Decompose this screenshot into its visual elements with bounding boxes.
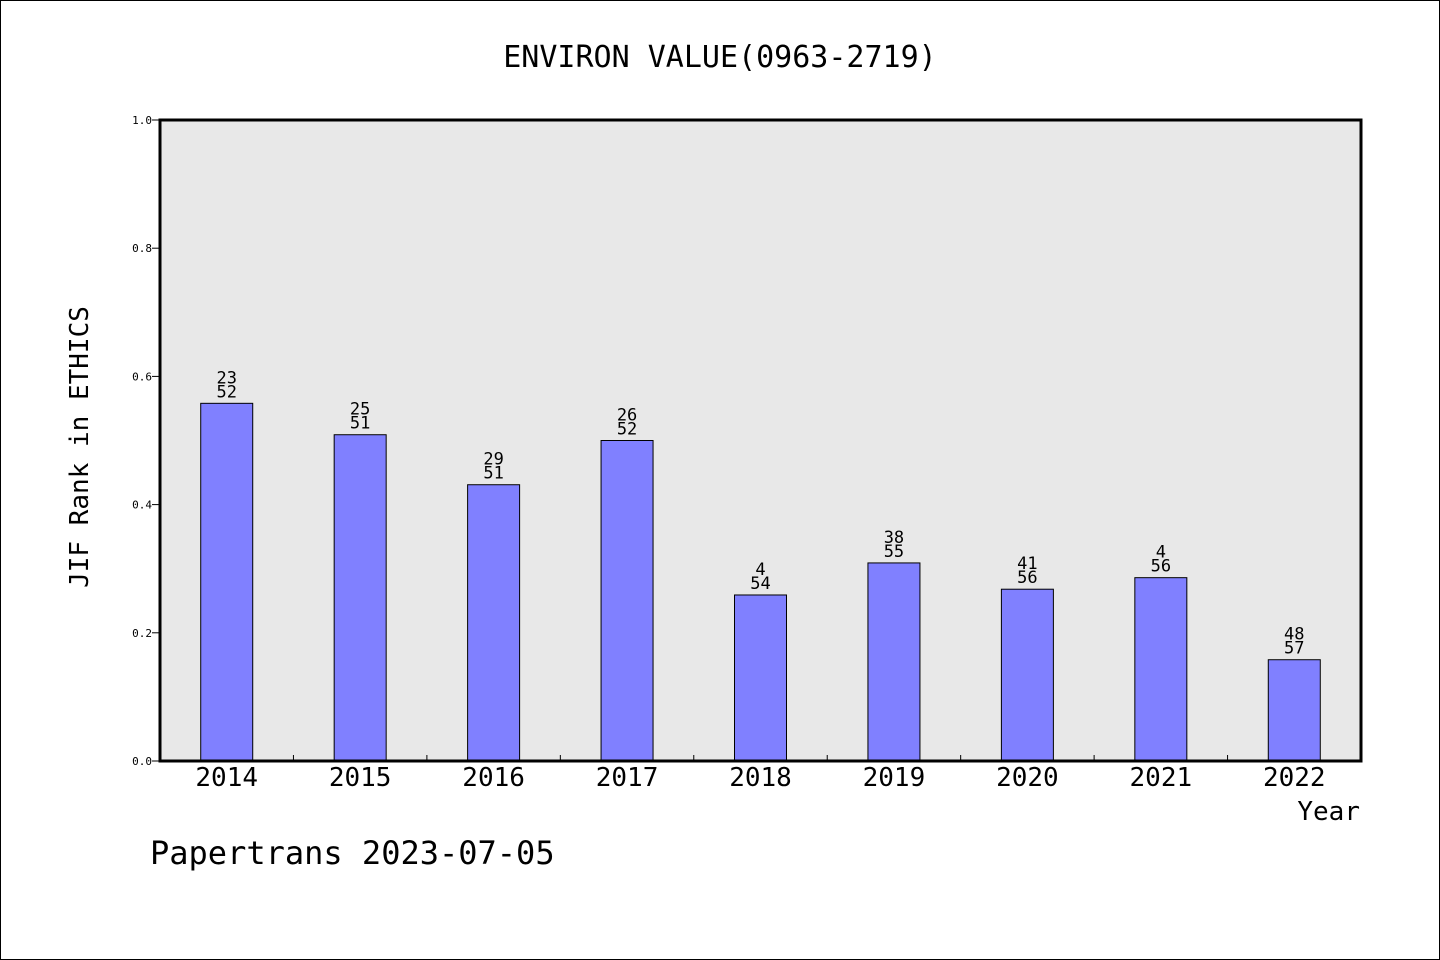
bar-2020 (1000, 588, 1054, 762)
y-tick-label: 0.2 (132, 627, 152, 640)
data-label-total: 52 (216, 382, 236, 402)
y-tick-label: 0.8 (132, 242, 152, 255)
data-label-rank: 26 (617, 406, 637, 426)
data-label-rank: 23 (216, 368, 236, 388)
footer-text: Papertrans 2023-07-05 (150, 834, 555, 872)
bar-2017 (600, 440, 654, 762)
x-tick-label: 2019 (863, 763, 926, 793)
y-tick-label: 1.0 (132, 114, 152, 127)
y-axis-label: JIF Rank in ETHICS (65, 306, 95, 588)
data-label-total: 51 (483, 464, 503, 484)
bar-2021 (1134, 577, 1188, 762)
chart-title: ENVIRON VALUE(0963-2719) (503, 40, 936, 75)
x-tick-label: 2017 (596, 763, 659, 793)
y-tick-label: 0.4 (132, 499, 152, 512)
x-axis-label: Year (1297, 797, 1360, 827)
data-label-total: 57 (1284, 639, 1304, 659)
x-tick-label: 2016 (462, 763, 525, 793)
data-label-rank: 4 (1156, 543, 1166, 563)
bars (200, 402, 1321, 762)
y-axis: 0.0 0.2 0.4 0.6 0.8 1.0 (132, 114, 160, 768)
data-label-rank: 4 (755, 560, 765, 580)
plot-border (158, 118, 1363, 763)
x-tick-label: 2018 (729, 763, 792, 793)
bar-2019 (867, 562, 921, 762)
x-axis: 2014 2015 2016 2017 2018 2019 2020 2021 2022 (195, 755, 1326, 793)
x-tick-label: 2015 (329, 763, 392, 793)
data-label-rank: 25 (350, 400, 370, 420)
data-label-total: 55 (884, 542, 904, 562)
y-tick-label: 0.0 (132, 755, 152, 768)
bar-2016 (467, 484, 521, 762)
y-tick-label: 0.6 (132, 370, 152, 383)
x-tick-label: 2022 (1263, 763, 1326, 793)
data-label-rank: 29 (483, 450, 503, 470)
data-label-total: 56 (1151, 557, 1171, 577)
data-label-total: 56 (1017, 568, 1037, 588)
bar-2014 (200, 402, 254, 762)
data-label-rank: 41 (1017, 554, 1037, 574)
x-tick-label: 2020 (996, 763, 1059, 793)
x-tick-label: 2021 (1130, 763, 1193, 793)
bar-2015 (333, 434, 387, 762)
data-label-total: 51 (350, 414, 370, 434)
data-label-rank: 48 (1284, 625, 1304, 645)
bar-2018 (734, 594, 787, 762)
x-tick-label: 2014 (195, 763, 258, 793)
data-label-total: 54 (750, 574, 770, 594)
bar-2022 (1267, 659, 1321, 762)
data-label-rank: 38 (884, 528, 904, 548)
data-label-total: 52 (617, 420, 637, 440)
